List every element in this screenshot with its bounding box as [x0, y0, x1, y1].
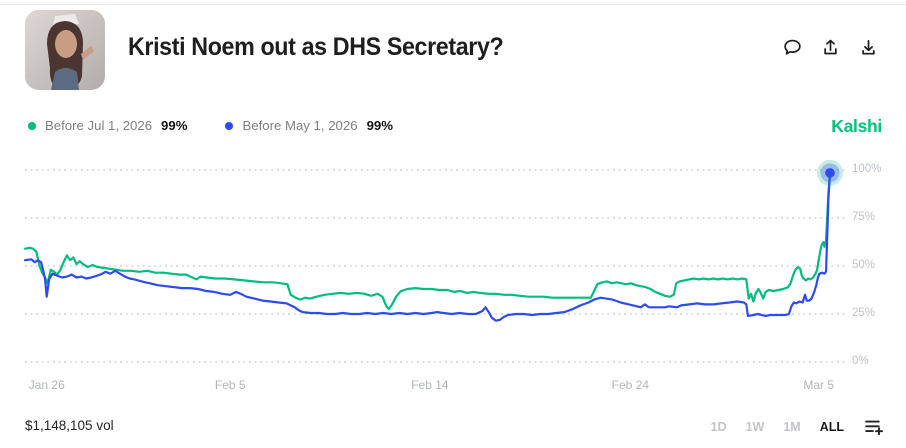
market-title: Kristi Noem out as DHS Secretary? [128, 33, 504, 61]
legend-item-may[interactable]: Before May 1, 2026 99% [225, 118, 393, 133]
series-dot-blue [225, 121, 234, 130]
series-value: 99% [366, 118, 393, 133]
kalshi-logo: Kalshi [831, 116, 882, 136]
comment-icon [784, 39, 801, 55]
download-button[interactable] [858, 37, 879, 58]
legend: Before Jul 1, 2026 99% Before May 1, 202… [28, 118, 393, 133]
series-value: 99% [161, 118, 188, 133]
series-label: Before May 1, 2026 [242, 118, 358, 133]
gridline [25, 313, 847, 315]
market-avatar [25, 10, 105, 90]
comment-button[interactable] [782, 37, 803, 58]
y-tick-label: 75% [852, 211, 876, 223]
range-button-1m[interactable]: 1M [783, 419, 801, 434]
x-tick-label: Jan 26 [28, 378, 65, 392]
range-button-1d[interactable]: 1D [710, 419, 727, 434]
share-icon [824, 39, 837, 55]
volume-label: $1,148,105 vol [25, 418, 114, 433]
series-line [23, 171, 832, 322]
x-tick-label: Feb 24 [611, 378, 650, 392]
range-button-all[interactable]: ALL [819, 419, 844, 434]
gridline [25, 169, 847, 171]
series-label: Before Jul 1, 2026 [45, 118, 153, 133]
compare-button[interactable] [863, 416, 884, 437]
end-marker [820, 163, 840, 183]
x-tick-label: Feb 14 [411, 378, 449, 392]
share-button[interactable] [820, 37, 841, 58]
y-tick-label: 50% [852, 259, 876, 271]
gridline [25, 265, 847, 267]
y-tick-label: 0% [852, 355, 869, 367]
header-actions [782, 37, 879, 58]
range-selector: 1D 1W 1M ALL [711, 416, 884, 437]
legend-item-jul[interactable]: Before Jul 1, 2026 99% [28, 118, 187, 133]
x-tick-label: Feb 5 [214, 378, 246, 392]
range-button-1w[interactable]: 1W [745, 419, 765, 434]
y-tick-label: 100% [852, 163, 882, 175]
end-marker [817, 159, 843, 186]
series-line [23, 171, 832, 311]
top-divider [0, 4, 906, 5]
series-dot-green [28, 121, 36, 130]
playlist-add-icon [865, 420, 883, 436]
gridline [25, 361, 847, 363]
download-icon [862, 39, 875, 55]
avatar-image [25, 10, 105, 90]
x-axis: Jan 26 Feb 5 Feb 14 Feb 24 Mar 5 [0, 378, 906, 394]
gridline [25, 217, 847, 219]
x-tick-label: Mar 5 [803, 378, 835, 392]
y-tick-label: 25% [852, 307, 876, 319]
